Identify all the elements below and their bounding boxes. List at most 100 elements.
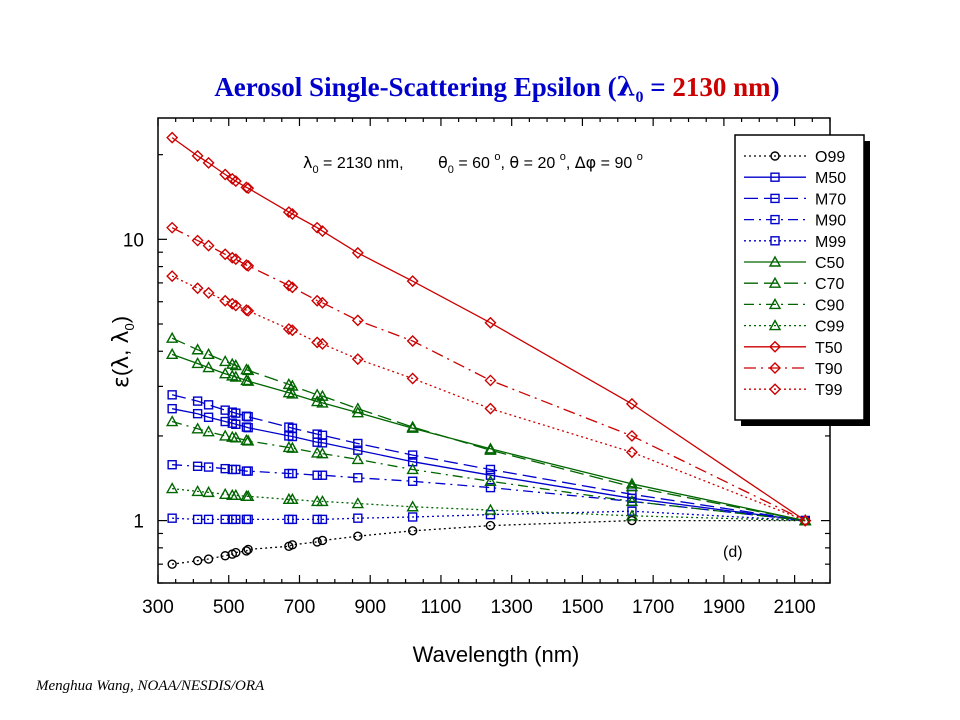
data-point-c99 [316, 494, 329, 507]
annot-lambda: λ [303, 153, 312, 172]
data-point-c70 [625, 480, 639, 492]
data-point-t90 [191, 234, 204, 247]
legend-marker-t90 [769, 362, 781, 374]
data-point-m50 [167, 403, 177, 414]
data-point-c70 [484, 443, 497, 455]
data-point-t50 [242, 182, 255, 195]
annot-deg-3: o [637, 151, 643, 163]
data-point-c50 [316, 396, 329, 408]
y-tick-label: 1 [133, 512, 144, 533]
x-tick-label: 2100 [773, 597, 815, 618]
data-point-t90 [406, 335, 419, 348]
data-point-c99 [406, 500, 419, 512]
data-point-m90 [203, 462, 214, 472]
data-point-m70 [317, 430, 328, 441]
data-point-c70 [240, 363, 253, 375]
data-point-m50 [231, 419, 241, 429]
data-point-m99 [312, 514, 322, 525]
annot-lambda-sub: 0 [312, 164, 318, 176]
data-point-t90 [484, 374, 497, 387]
series-c50 [165, 347, 812, 526]
legend-label-m90: M90 [815, 213, 846, 230]
legend-label-c90: C90 [815, 297, 844, 314]
legend-item-c50: C50 [744, 255, 844, 272]
legend-item-m99: M99 [744, 234, 846, 251]
data-point-c90 [286, 441, 299, 453]
data-point-t99 [202, 286, 215, 299]
data-point-t90 [316, 296, 329, 309]
chart-annotation: λ0 = 2130 nm, θ0 = 60 o, θ = 20 o, Δφ = … [303, 151, 643, 176]
legend-label-o99: O99 [815, 149, 845, 166]
data-point-c70 [229, 359, 243, 371]
data-point-t99 [242, 304, 255, 317]
data-point-c90 [406, 463, 419, 475]
y-tick-label: 10 [123, 230, 144, 251]
data-point-t99 [282, 322, 295, 335]
data-point-o99 [243, 544, 253, 555]
legend-label-c70: C70 [815, 276, 844, 293]
data-point-t90 [219, 248, 232, 261]
x-tick-label: 300 [142, 597, 174, 618]
data-point-m90 [243, 466, 253, 476]
data-point-o99 [287, 540, 298, 550]
data-point-c70 [219, 355, 232, 367]
data-point-m70 [192, 396, 203, 406]
data-point-c99 [191, 484, 204, 497]
legend-label-c99: C99 [815, 319, 844, 336]
legend-box [734, 134, 865, 421]
x-tick-label: 1300 [491, 597, 533, 618]
data-point-t99 [286, 324, 299, 337]
legend-item-o99: O99 [744, 149, 845, 166]
data-point-m70 [167, 390, 177, 400]
data-point-t50 [406, 275, 419, 288]
legend: O99 M50 M70 M90 M99 C50 C70 C90 C99 T50 T90 T99 [734, 134, 870, 426]
data-point-m90 [287, 468, 298, 479]
data-point-c99 [219, 487, 232, 500]
annot-dphi-val: = 90 [596, 155, 636, 172]
data-point-m70 [220, 405, 230, 415]
data-point-c99 [229, 488, 243, 501]
x-tick-label: 900 [354, 597, 386, 618]
legend-items: O99 M50 M70 M90 M99 C50 C70 C90 C99 T50 T90 T99 [744, 149, 846, 399]
data-point-o99 [312, 537, 322, 547]
data-point-c90 [316, 447, 329, 459]
data-point-c70 [286, 379, 299, 391]
data-point-m99 [192, 514, 203, 525]
series-line-m50 [171, 408, 806, 522]
legend-item-c70: C70 [744, 276, 844, 293]
data-point-m90 [485, 482, 496, 493]
legend-item-t99: T99 [744, 382, 843, 399]
data-point-t99 [316, 337, 329, 350]
data-point-t99 [484, 402, 497, 415]
legend-marker-c50 [768, 255, 782, 267]
data-point-t90 [351, 314, 364, 327]
annot-deg-1: o [494, 151, 500, 163]
data-point-c99 [286, 492, 299, 505]
legend-label-t50: T50 [815, 340, 843, 357]
data-point-m99 [167, 513, 177, 523]
data-point-t90 [166, 221, 179, 234]
series-line-t50 [171, 137, 806, 522]
data-point-m50 [485, 470, 496, 480]
x-tick-label: 700 [284, 597, 316, 618]
series-t50 [166, 131, 812, 527]
data-point-t99 [226, 297, 239, 310]
data-point-c70 [310, 388, 324, 400]
data-point-c99 [484, 503, 497, 515]
data-point-t50 [191, 149, 204, 162]
series-t99 [166, 270, 812, 527]
data-point-o99 [485, 520, 496, 531]
credit-text: Menghua Wang, NOAA/NESDIS/ORA [36, 678, 265, 694]
panel-label: (d) [723, 544, 743, 561]
annot-theta: θ [509, 153, 519, 172]
data-point-o99 [353, 531, 363, 541]
legend-item-c99: C99 [744, 319, 844, 336]
data-point-t99 [191, 282, 204, 295]
series-c70 [165, 331, 812, 526]
data-point-c90 [219, 429, 232, 441]
series-m99 [167, 506, 810, 526]
series-c99 [165, 482, 812, 526]
legend-label-t90: T90 [815, 361, 843, 378]
data-point-t50 [202, 156, 215, 169]
